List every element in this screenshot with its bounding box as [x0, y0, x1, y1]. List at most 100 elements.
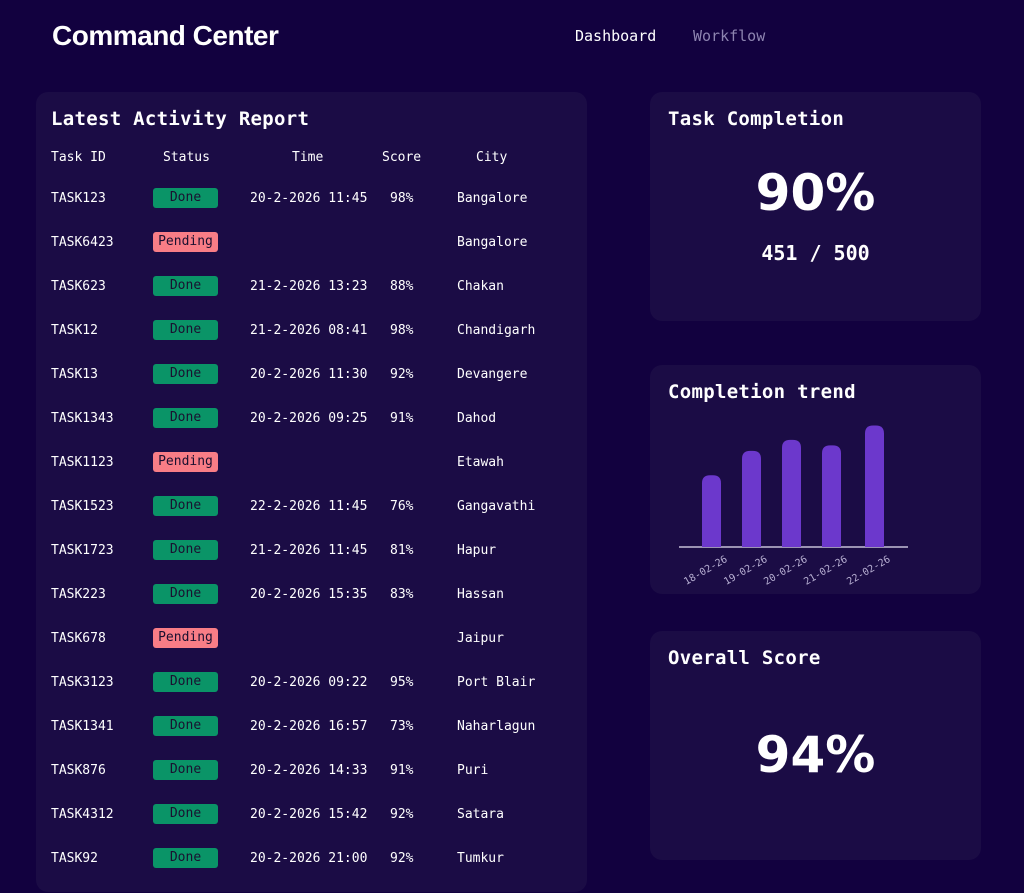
status-badge: Done	[153, 848, 218, 868]
task-score: 73%	[390, 719, 414, 734]
task-city: Bangalore	[457, 235, 528, 250]
task-id: TASK6423	[51, 235, 114, 250]
x-tick-label: 18-02-26	[682, 554, 729, 588]
task-time: 20-2-2026 15:42	[250, 807, 368, 822]
task-city: Chandigarh	[457, 323, 536, 338]
task-city: Hassan	[457, 587, 504, 602]
table-row[interactable]: TASK623 Done 21-2-2026 13:23 88% Chakan	[36, 276, 587, 321]
bar	[822, 445, 841, 547]
task-score: 76%	[390, 499, 414, 514]
table-row[interactable]: TASK4312 Done 20-2-2026 15:42 92% Satara	[36, 804, 587, 849]
table-row[interactable]: TASK92 Done 20-2-2026 21:00 92% Tumkur	[36, 848, 587, 893]
status-badge: Done	[153, 804, 218, 824]
status-badge: Done	[153, 760, 218, 780]
task-id: TASK4312	[51, 807, 114, 822]
card-title: Overall Score	[668, 647, 821, 669]
task-time: 20-2-2026 21:00	[250, 851, 368, 866]
table-row[interactable]: TASK1123 Pending Etawah	[36, 452, 587, 497]
status-badge: Pending	[153, 232, 218, 252]
task-city: Naharlagun	[457, 719, 536, 734]
col-status: Status	[163, 150, 210, 165]
table-row[interactable]: TASK876 Done 20-2-2026 14:33 91% Puri	[36, 760, 587, 805]
task-city: Devangere	[457, 367, 528, 382]
col-score: Score	[382, 150, 422, 165]
bar	[742, 450, 761, 547]
task-id: TASK1723	[51, 543, 114, 558]
status-badge: Done	[153, 188, 218, 208]
task-score: 91%	[390, 763, 414, 778]
status-badge: Done	[153, 276, 218, 296]
task-score: 81%	[390, 543, 414, 558]
task-city: Chakan	[457, 279, 504, 294]
task-time: 21-2-2026 08:41	[250, 323, 368, 338]
completion-trend-card: Completion trend 18-02-26 19-02-26 20-02-2…	[650, 365, 981, 594]
task-city: Jaipur	[457, 631, 504, 646]
task-id: TASK13	[51, 367, 98, 382]
status-badge: Done	[153, 716, 218, 736]
col-task-id: Task ID	[51, 150, 106, 165]
nav-workflow[interactable]: Workflow	[693, 27, 766, 45]
status-badge: Done	[153, 364, 218, 384]
task-score: 88%	[390, 279, 414, 294]
task-time: 21-2-2026 13:23	[250, 279, 368, 294]
table-row[interactable]: TASK1343 Done 20-2-2026 09:25 91% Dahod	[36, 408, 587, 453]
completion-percent: 90%	[755, 164, 876, 222]
task-id: TASK3123	[51, 675, 114, 690]
table-row[interactable]: TASK3123 Done 20-2-2026 09:22 95% Port B…	[36, 672, 587, 717]
task-id: TASK1123	[51, 455, 114, 470]
status-badge: Done	[153, 540, 218, 560]
status-badge: Done	[153, 672, 218, 692]
completion-ratio: 451 / 500	[761, 241, 870, 265]
task-city: Dahod	[457, 411, 497, 426]
task-time: 20-2-2026 16:57	[250, 719, 368, 734]
task-score: 92%	[390, 807, 414, 822]
task-id: TASK623	[51, 279, 106, 294]
task-completion-card: Task Completion 90% 451 / 500	[650, 92, 981, 321]
col-city: City	[476, 150, 508, 165]
app-title: Command Center	[52, 20, 279, 51]
task-score: 83%	[390, 587, 414, 602]
bar	[865, 425, 884, 547]
nav-dashboard[interactable]: Dashboard	[575, 27, 657, 45]
task-id: TASK223	[51, 587, 106, 602]
task-time: 20-2-2026 11:45	[250, 191, 368, 206]
task-time: 20-2-2026 15:35	[250, 587, 368, 602]
table-row[interactable]: TASK1341 Done 20-2-2026 16:57 73% Naharl…	[36, 716, 587, 761]
task-score: 95%	[390, 675, 414, 690]
table-row[interactable]: TASK12 Done 21-2-2026 08:41 98% Chandiga…	[36, 320, 587, 365]
table-row[interactable]: TASK223 Done 20-2-2026 15:35 83% Hassan	[36, 584, 587, 629]
card-title: Task Completion	[668, 108, 845, 130]
card-title: Completion trend	[668, 381, 856, 403]
x-tick-label: 19-02-26	[722, 554, 769, 588]
task-id: TASK12	[51, 323, 98, 338]
task-city: Bangalore	[457, 191, 528, 206]
bar	[782, 439, 801, 547]
table-row[interactable]: TASK123 Done 20-2-2026 11:45 98% Bangalo…	[36, 188, 587, 233]
col-time: Time	[292, 150, 324, 165]
x-tick-label: 21-02-26	[802, 554, 849, 588]
task-id: TASK92	[51, 851, 98, 866]
table-row[interactable]: TASK13 Done 20-2-2026 11:30 92% Devanger…	[36, 364, 587, 409]
status-badge: Pending	[153, 628, 218, 648]
card-title: Latest Activity Report	[51, 108, 310, 130]
task-city: Tumkur	[457, 851, 504, 866]
task-time: 22-2-2026 11:45	[250, 499, 368, 514]
task-time: 20-2-2026 14:33	[250, 763, 368, 778]
task-id: TASK876	[51, 763, 106, 778]
table-row[interactable]: TASK6423 Pending Bangalore	[36, 232, 587, 277]
status-badge: Pending	[153, 452, 218, 472]
task-score: 92%	[390, 367, 414, 382]
table-row[interactable]: TASK678 Pending Jaipur	[36, 628, 587, 673]
activity-report-card: Latest Activity Report Task ID Status Ti…	[36, 92, 587, 892]
task-city: Satara	[457, 807, 504, 822]
status-badge: Done	[153, 320, 218, 340]
task-time: 21-2-2026 11:45	[250, 543, 368, 558]
table-row[interactable]: TASK1523 Done 22-2-2026 11:45 76% Gangav…	[36, 496, 587, 541]
task-city: Puri	[457, 763, 489, 778]
task-score: 98%	[390, 191, 414, 206]
task-id: TASK1343	[51, 411, 114, 426]
table-row[interactable]: TASK1723 Done 21-2-2026 11:45 81% Hapur	[36, 540, 587, 585]
status-badge: Done	[153, 408, 218, 428]
status-badge: Done	[153, 496, 218, 516]
